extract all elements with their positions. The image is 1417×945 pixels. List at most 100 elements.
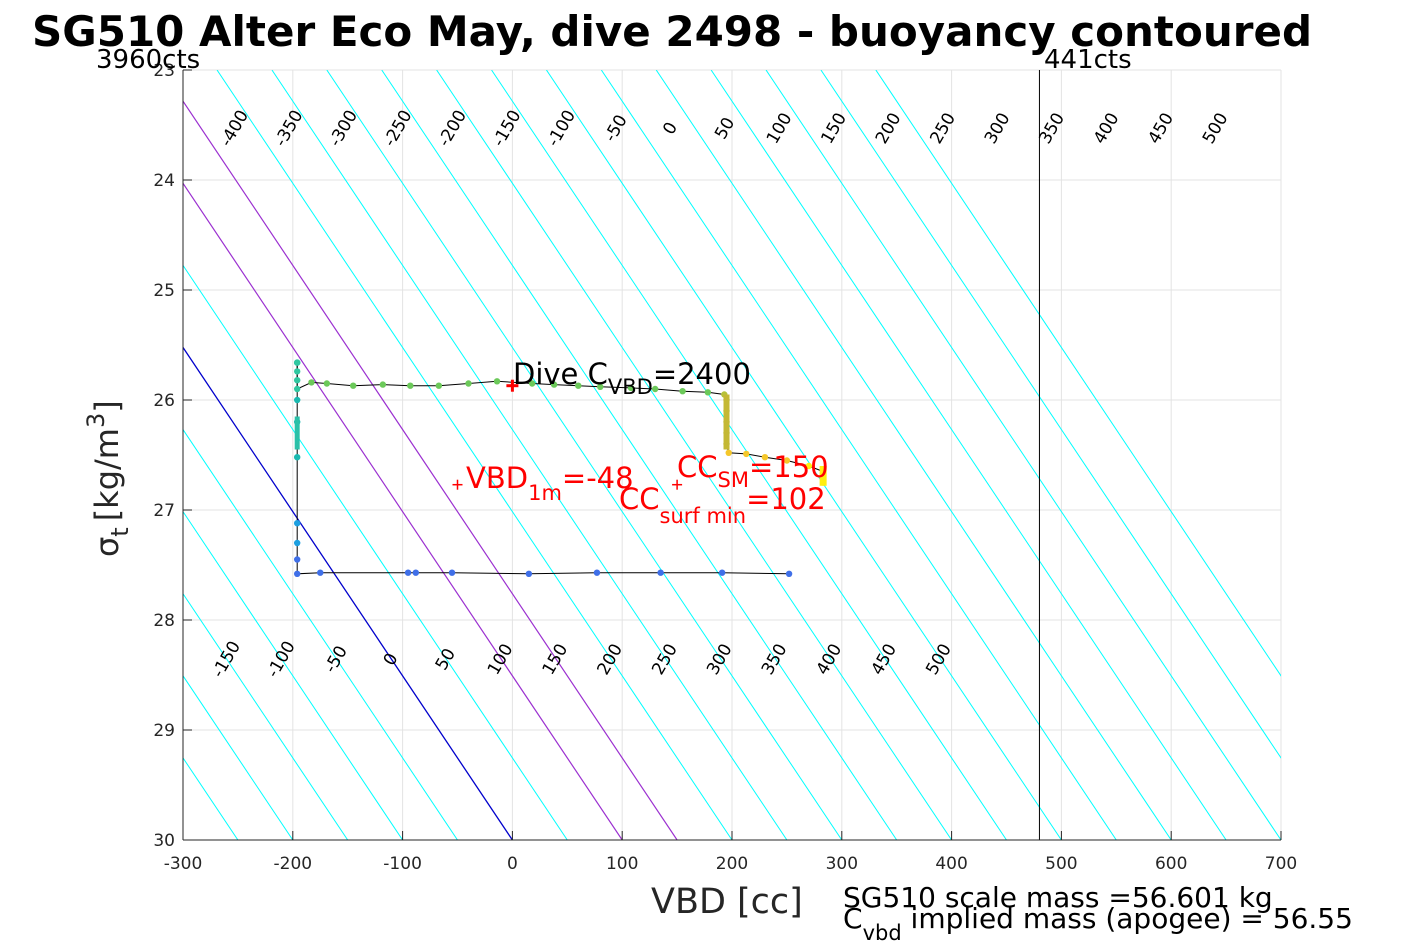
grid — [182, 69, 1282, 841]
dive-cvbd-tail: =2400 — [653, 357, 751, 391]
data-point — [293, 454, 301, 461]
y-axis-label: σt [kg/m3] — [82, 400, 134, 557]
x-axis-label: VBD [cc] — [651, 882, 803, 922]
data-point — [593, 569, 601, 576]
dive-points — [293, 359, 827, 577]
data-point — [525, 570, 533, 577]
data-point — [412, 569, 419, 576]
data-point — [308, 379, 315, 386]
annotation-cc-sm: CCSM=150 — [677, 450, 829, 492]
y-tick-label: 24 — [153, 171, 175, 191]
vbd1m-sub: 1m — [528, 481, 562, 505]
buoyancy-contours — [0, 70, 1281, 840]
data-point — [783, 457, 791, 464]
contour-line — [271, 70, 788, 840]
data-point — [725, 449, 732, 456]
data-point — [761, 454, 769, 461]
svg-text:σt[kg/m3]: σt [kg/m3] — [82, 400, 134, 557]
data-point — [293, 368, 301, 375]
data-point — [379, 381, 387, 388]
y-tick-label: 29 — [153, 721, 175, 741]
data-point — [785, 570, 793, 577]
x-tick-label: 400 — [935, 854, 967, 874]
ylabel-close: ] — [88, 400, 126, 412]
contour-line — [546, 70, 1062, 840]
data-point — [679, 388, 686, 395]
implied-mass: Cvbd implied mass (apogee) = 56.55 — [843, 902, 1353, 945]
ccsm-sub: SM — [718, 468, 749, 492]
data-point — [465, 380, 472, 387]
x-tick-label: 100 — [606, 854, 638, 874]
y-tick-label: 26 — [153, 391, 175, 411]
data-point — [435, 382, 443, 389]
contour-line — [216, 70, 733, 840]
data-point — [317, 569, 324, 576]
ylabel-unit: [kg/m — [88, 428, 126, 521]
y-tick-label: 27 — [153, 501, 175, 521]
y-tick-label: 23 — [153, 61, 175, 81]
x-tick-label: 300 — [826, 854, 858, 874]
data-point — [597, 383, 604, 390]
dive-cvbd-text: Dive C — [513, 357, 608, 391]
data-point — [528, 380, 536, 387]
plus-marker — [452, 479, 463, 490]
contour-line — [326, 70, 843, 840]
ccsm-tail: =150 — [749, 450, 829, 484]
data-point — [293, 539, 301, 547]
implied-pre: C — [843, 902, 863, 935]
data-point — [293, 377, 301, 384]
data-point — [743, 450, 750, 458]
annotation-dive-cvbd: Dive CVBD=2400 — [513, 357, 751, 399]
zero-line — [183, 346, 513, 840]
ccsurf-tail: =102 — [746, 482, 826, 516]
data-point — [349, 382, 357, 389]
contour-line — [875, 70, 1281, 677]
contour-line — [0, 70, 73, 840]
data-point — [293, 396, 301, 404]
data-point — [293, 359, 301, 366]
annotation-vbd-1m: VBD1m=-48 — [466, 461, 634, 505]
contour-line — [436, 70, 953, 840]
x-tick-label: 0 — [507, 854, 518, 874]
x-tick-label: -300 — [164, 854, 203, 874]
data-point — [575, 382, 582, 389]
data-point — [657, 569, 664, 576]
data-point — [293, 385, 301, 393]
y-tick-label: 28 — [153, 611, 175, 631]
contour-line — [710, 70, 1227, 840]
contour-line — [183, 674, 294, 840]
data-point — [627, 384, 635, 392]
y-tick-label: 25 — [153, 281, 175, 301]
contour-line — [765, 70, 1281, 840]
data-point — [293, 556, 301, 563]
contour-line — [600, 70, 1117, 840]
data-point — [448, 569, 456, 576]
x-tick-label: 200 — [716, 854, 748, 874]
axes — [182, 69, 1282, 841]
data-point — [293, 520, 301, 527]
y-tick-label: 30 — [153, 831, 175, 851]
contour-line — [381, 70, 898, 840]
data-point — [550, 381, 558, 388]
chart-title: SG510 Alter Eco May, dive 2498 - buoyanc… — [32, 7, 1312, 56]
special-line — [183, 100, 678, 840]
tick-labels: -300 -200 -100 0 100 200 300 400 500 600 700 23 24 25… — [153, 61, 1297, 874]
contour-line — [183, 592, 349, 840]
plus-marker — [506, 379, 519, 392]
contour-line — [183, 428, 458, 840]
implied-sub: vbd — [863, 921, 902, 945]
ylabel-sigma: σ — [88, 537, 126, 557]
ylabel-sup: 3 — [82, 413, 110, 428]
implied-tail: implied mass (apogee) = 56.55 — [902, 902, 1353, 935]
annotation-cc-surf-min: CCsurf min=102 — [619, 482, 826, 528]
data-point — [718, 569, 726, 576]
data-point — [407, 382, 414, 389]
ylabel-sub: t — [106, 527, 134, 536]
contour-line — [655, 70, 1172, 840]
vbd1m-text: VBD — [466, 461, 528, 495]
ccsurf-text: CC — [619, 482, 660, 516]
data-point — [651, 385, 659, 393]
x-tick-label: -200 — [274, 854, 313, 874]
data-point — [493, 378, 501, 385]
